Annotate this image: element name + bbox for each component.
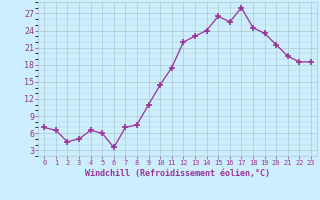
X-axis label: Windchill (Refroidissement éolien,°C): Windchill (Refroidissement éolien,°C) (85, 169, 270, 178)
